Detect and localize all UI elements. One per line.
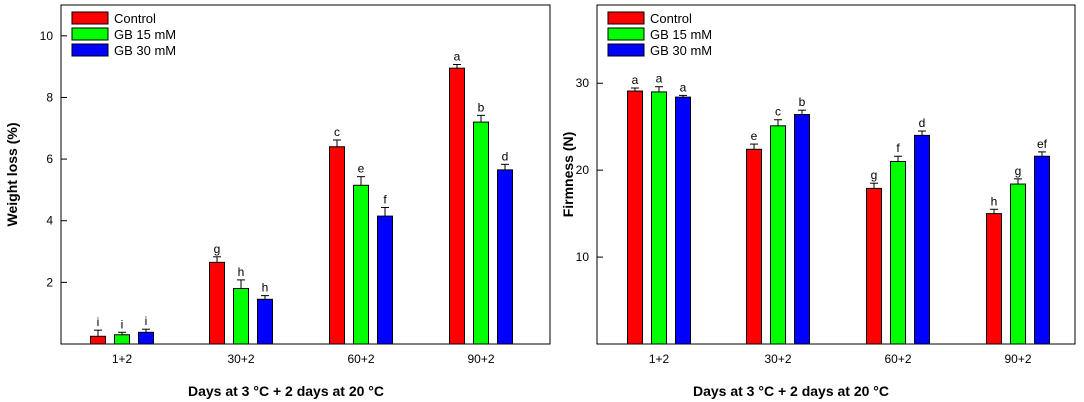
x-tick-label: 1+2 xyxy=(649,352,670,366)
x-tick-label: 1+2 xyxy=(112,352,133,366)
significance-label: e xyxy=(358,162,365,176)
bar-gb-30-mm-60+2 xyxy=(914,134,930,345)
significance-label: g xyxy=(1015,164,1022,178)
legend-swatch xyxy=(607,11,645,25)
legend-label: GB 15 mM xyxy=(650,27,712,42)
bar-gb-15-mm-30+2 xyxy=(770,125,786,345)
bar-control-30+2 xyxy=(746,148,762,345)
bar-gb-15-mm-1+2 xyxy=(114,334,130,345)
x-tick-label: 90+2 xyxy=(1004,352,1031,366)
y-tick-label: 30 xyxy=(576,76,590,90)
significance-label: b xyxy=(799,95,806,109)
bar-gb-30-mm-60+2 xyxy=(377,215,393,345)
legend-label: GB 30 mM xyxy=(114,43,176,58)
y-tick-label: 10 xyxy=(40,29,54,43)
significance-label: e xyxy=(751,129,758,143)
legend-swatch xyxy=(607,43,645,57)
plot-frame xyxy=(60,4,551,345)
bar-gb-30-mm-30+2 xyxy=(794,114,810,345)
bar-control-90+2 xyxy=(449,67,465,345)
chart-panel-2: 10 20 30 a e g h a c f g a b d ef 1+2 30+2 60+2 90+2 Days a… xyxy=(560,4,1076,399)
bar-gb-15-mm-1+2 xyxy=(651,91,667,345)
bar-gb-30-mm-30+2 xyxy=(257,298,273,345)
bar-control-60+2 xyxy=(866,187,882,345)
bar-gb-15-mm-30+2 xyxy=(233,288,249,345)
chart-panel-1: 2 4 6 8 10 i g c a i h e b i h f d 1+2 30+2 60+2 90+2 Days at… xyxy=(4,4,551,399)
significance-label: c xyxy=(334,125,340,139)
y-tick-label: 20 xyxy=(576,163,590,177)
bar-gb-15-mm-90+2 xyxy=(473,121,489,345)
x-tick-label: 90+2 xyxy=(467,352,494,366)
bar-gb-30-mm-90+2 xyxy=(497,169,513,345)
y-tick-label: 8 xyxy=(46,90,53,104)
plot-frame xyxy=(596,4,1076,345)
bar-gb-30-mm-1+2 xyxy=(138,331,154,345)
x-axis-title: Days at 3 °C + 2 days at 20 °C xyxy=(188,383,384,399)
y-tick-label: 6 xyxy=(46,152,53,166)
legend-label: Control xyxy=(650,11,692,26)
significance-label: a xyxy=(680,80,687,94)
significance-label: i xyxy=(121,317,124,331)
y-tick-label: 2 xyxy=(46,275,53,289)
legend-swatch xyxy=(71,11,109,25)
y-axis-title: Firmness (N) xyxy=(560,132,576,218)
bar-control-1+2 xyxy=(627,90,643,345)
significance-label: d xyxy=(502,149,509,163)
significance-label: h xyxy=(238,265,245,279)
significance-label: h xyxy=(262,281,269,295)
significance-label: a xyxy=(656,72,663,86)
bar-gb-15-mm-60+2 xyxy=(890,160,906,345)
y-axis-title: Weight loss (%) xyxy=(4,123,20,227)
significance-label: g xyxy=(214,242,221,256)
x-tick-label: 60+2 xyxy=(347,352,374,366)
significance-label: c xyxy=(775,105,781,119)
legend-label: Control xyxy=(114,11,156,26)
legend-swatch xyxy=(607,27,645,41)
significance-label: b xyxy=(478,100,485,114)
legend-swatch xyxy=(71,43,109,57)
x-tick-label: 60+2 xyxy=(884,352,911,366)
significance-label: ef xyxy=(1037,137,1048,151)
bar-gb-30-mm-1+2 xyxy=(675,96,691,345)
bar-control-1+2 xyxy=(90,335,106,345)
x-axis-title: Days at 3 °C + 2 days at 20 °C xyxy=(693,383,889,399)
significance-label: d xyxy=(919,116,926,130)
y-tick-label: 4 xyxy=(46,214,53,228)
legend-label: GB 30 mM xyxy=(650,43,712,58)
significance-label: f xyxy=(383,192,387,206)
bar-gb-15-mm-60+2 xyxy=(353,184,369,345)
significance-label: i xyxy=(97,315,100,329)
x-tick-label: 30+2 xyxy=(764,352,791,366)
legend-swatch xyxy=(71,27,109,41)
significance-label: g xyxy=(871,168,878,182)
significance-label: h xyxy=(991,194,998,208)
significance-label: f xyxy=(896,141,900,155)
bar-control-90+2 xyxy=(986,213,1002,345)
bar-gb-15-mm-90+2 xyxy=(1010,183,1026,345)
x-tick-label: 30+2 xyxy=(227,352,254,366)
significance-label: i xyxy=(145,314,148,328)
bar-control-60+2 xyxy=(329,146,345,345)
significance-label: a xyxy=(454,49,461,63)
y-tick-label: 10 xyxy=(576,250,590,264)
bar-gb-30-mm-90+2 xyxy=(1034,155,1050,345)
significance-label: a xyxy=(632,73,639,87)
bar-control-30+2 xyxy=(209,261,225,345)
legend-label: GB 15 mM xyxy=(114,27,176,42)
